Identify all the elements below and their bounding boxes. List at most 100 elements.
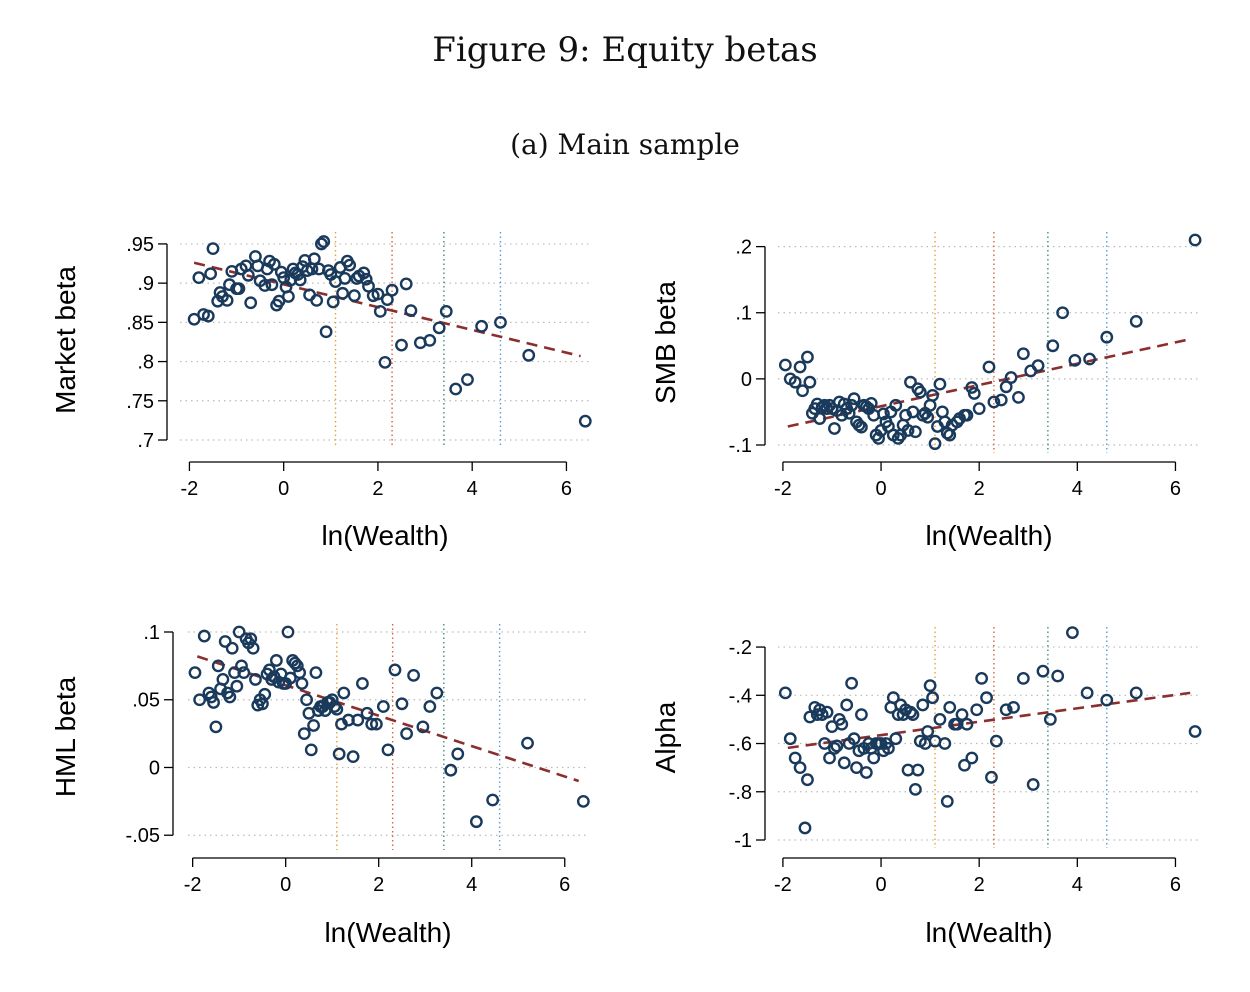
x-axis-label: ln(Wealth) [321, 520, 448, 551]
scatter-point [388, 663, 402, 677]
scatter-point [235, 659, 248, 673]
scatter-point [432, 321, 446, 335]
x-tick-label: -2 [184, 874, 202, 896]
scatter-point [378, 355, 392, 369]
scatter-point [486, 793, 500, 807]
scatter-point [820, 705, 834, 719]
scatter-point [283, 671, 297, 685]
scatter-point [395, 697, 409, 711]
y-tick-label: .9 [137, 273, 154, 295]
x-tick-label: -2 [774, 478, 792, 500]
scatter-point [204, 267, 218, 281]
scatter-point [218, 635, 232, 648]
x-tick-label: 4 [467, 478, 478, 500]
y-tick-label: .75 [126, 391, 154, 413]
scatter-point [921, 410, 935, 424]
scatter-point [867, 751, 881, 765]
scatter-point [444, 763, 458, 777]
scatter-point [904, 705, 917, 719]
scatter-point [943, 700, 957, 714]
scatter-point [332, 747, 346, 761]
scatter-point [955, 708, 969, 721]
y-tick-label: 0 [149, 757, 160, 779]
scatter-point [346, 750, 360, 764]
scatter-point [908, 425, 922, 439]
scatter-point [985, 770, 998, 784]
x-axis-label: ln(Wealth) [324, 917, 451, 948]
scatter-point [494, 315, 507, 329]
scatter-point [1036, 664, 1050, 678]
scatter-point [330, 702, 344, 716]
y-tick-label: -.6 [729, 734, 752, 756]
scatter-point [965, 381, 979, 394]
x-axis-label: ln(Wealth) [925, 917, 1052, 948]
scatter-point [232, 282, 246, 296]
scatter-point [1188, 233, 1202, 247]
y-tick-label: 0 [741, 369, 752, 391]
x-tick-label: 6 [561, 478, 572, 500]
x-tick-label: -2 [181, 478, 199, 500]
scatter-point [845, 676, 859, 690]
scatter-point [801, 350, 814, 364]
scatter-point [901, 424, 915, 437]
scatter-point [400, 727, 414, 741]
y-tick-label: .1 [143, 622, 160, 644]
scatter-point [281, 290, 295, 303]
scatter-point [1083, 352, 1096, 366]
scatter-point [778, 686, 792, 700]
scatter-point [241, 268, 255, 282]
scatter-point [249, 673, 262, 686]
scatter-point [960, 717, 974, 731]
scatter-point [886, 691, 900, 705]
scatter-point [416, 720, 430, 734]
scatter-point [258, 279, 272, 292]
fit-line [787, 337, 1191, 428]
y-axis-label: Alpha [650, 701, 681, 773]
scatter-point [265, 673, 279, 686]
scatter-point [818, 737, 832, 750]
scatter-point [423, 333, 437, 347]
scatter-point [852, 418, 866, 432]
scatter-point [911, 763, 925, 777]
scatter-point [439, 304, 453, 318]
scatter-point [793, 360, 807, 374]
scatter-point [877, 407, 890, 421]
scatter-point [423, 700, 437, 713]
y-tick-label: .95 [126, 234, 154, 256]
scatter-point [373, 304, 387, 318]
scatter-point [1080, 686, 1094, 700]
y-tick-label: .2 [735, 237, 752, 259]
scatter-point [338, 272, 352, 285]
scatter-point [369, 717, 383, 731]
scatter-point [265, 278, 279, 292]
scatter-point [855, 708, 868, 721]
scatter-point [938, 737, 952, 750]
scatter-point [225, 641, 239, 655]
scatter-point [1066, 626, 1079, 639]
scatter-point [965, 751, 979, 765]
y-tick-label: -.05 [126, 825, 160, 847]
scatter-point [230, 679, 244, 693]
scatter-point [197, 629, 211, 643]
scatter-point [921, 725, 935, 738]
scatter-point [365, 717, 379, 731]
scatter-point [290, 659, 304, 673]
scatter-point [1016, 347, 1030, 361]
scatter-point [1031, 359, 1045, 373]
scatter-point [803, 375, 817, 389]
x-tick-label: 0 [278, 478, 289, 500]
fit-line [193, 261, 581, 358]
scatter-point [293, 666, 307, 680]
scatter-point [847, 392, 861, 406]
scatter-point [300, 693, 314, 707]
scatter-point [237, 666, 251, 680]
scatter-point [407, 668, 420, 682]
scatter-point [1004, 371, 1018, 384]
scatter-point [972, 402, 986, 416]
y-axis-label: SMB beta [650, 281, 681, 404]
scatter-point [828, 741, 841, 755]
scatter-point [317, 235, 331, 248]
scatter-point [960, 408, 974, 422]
scatter-point [430, 686, 444, 700]
scatter-point [295, 677, 309, 690]
